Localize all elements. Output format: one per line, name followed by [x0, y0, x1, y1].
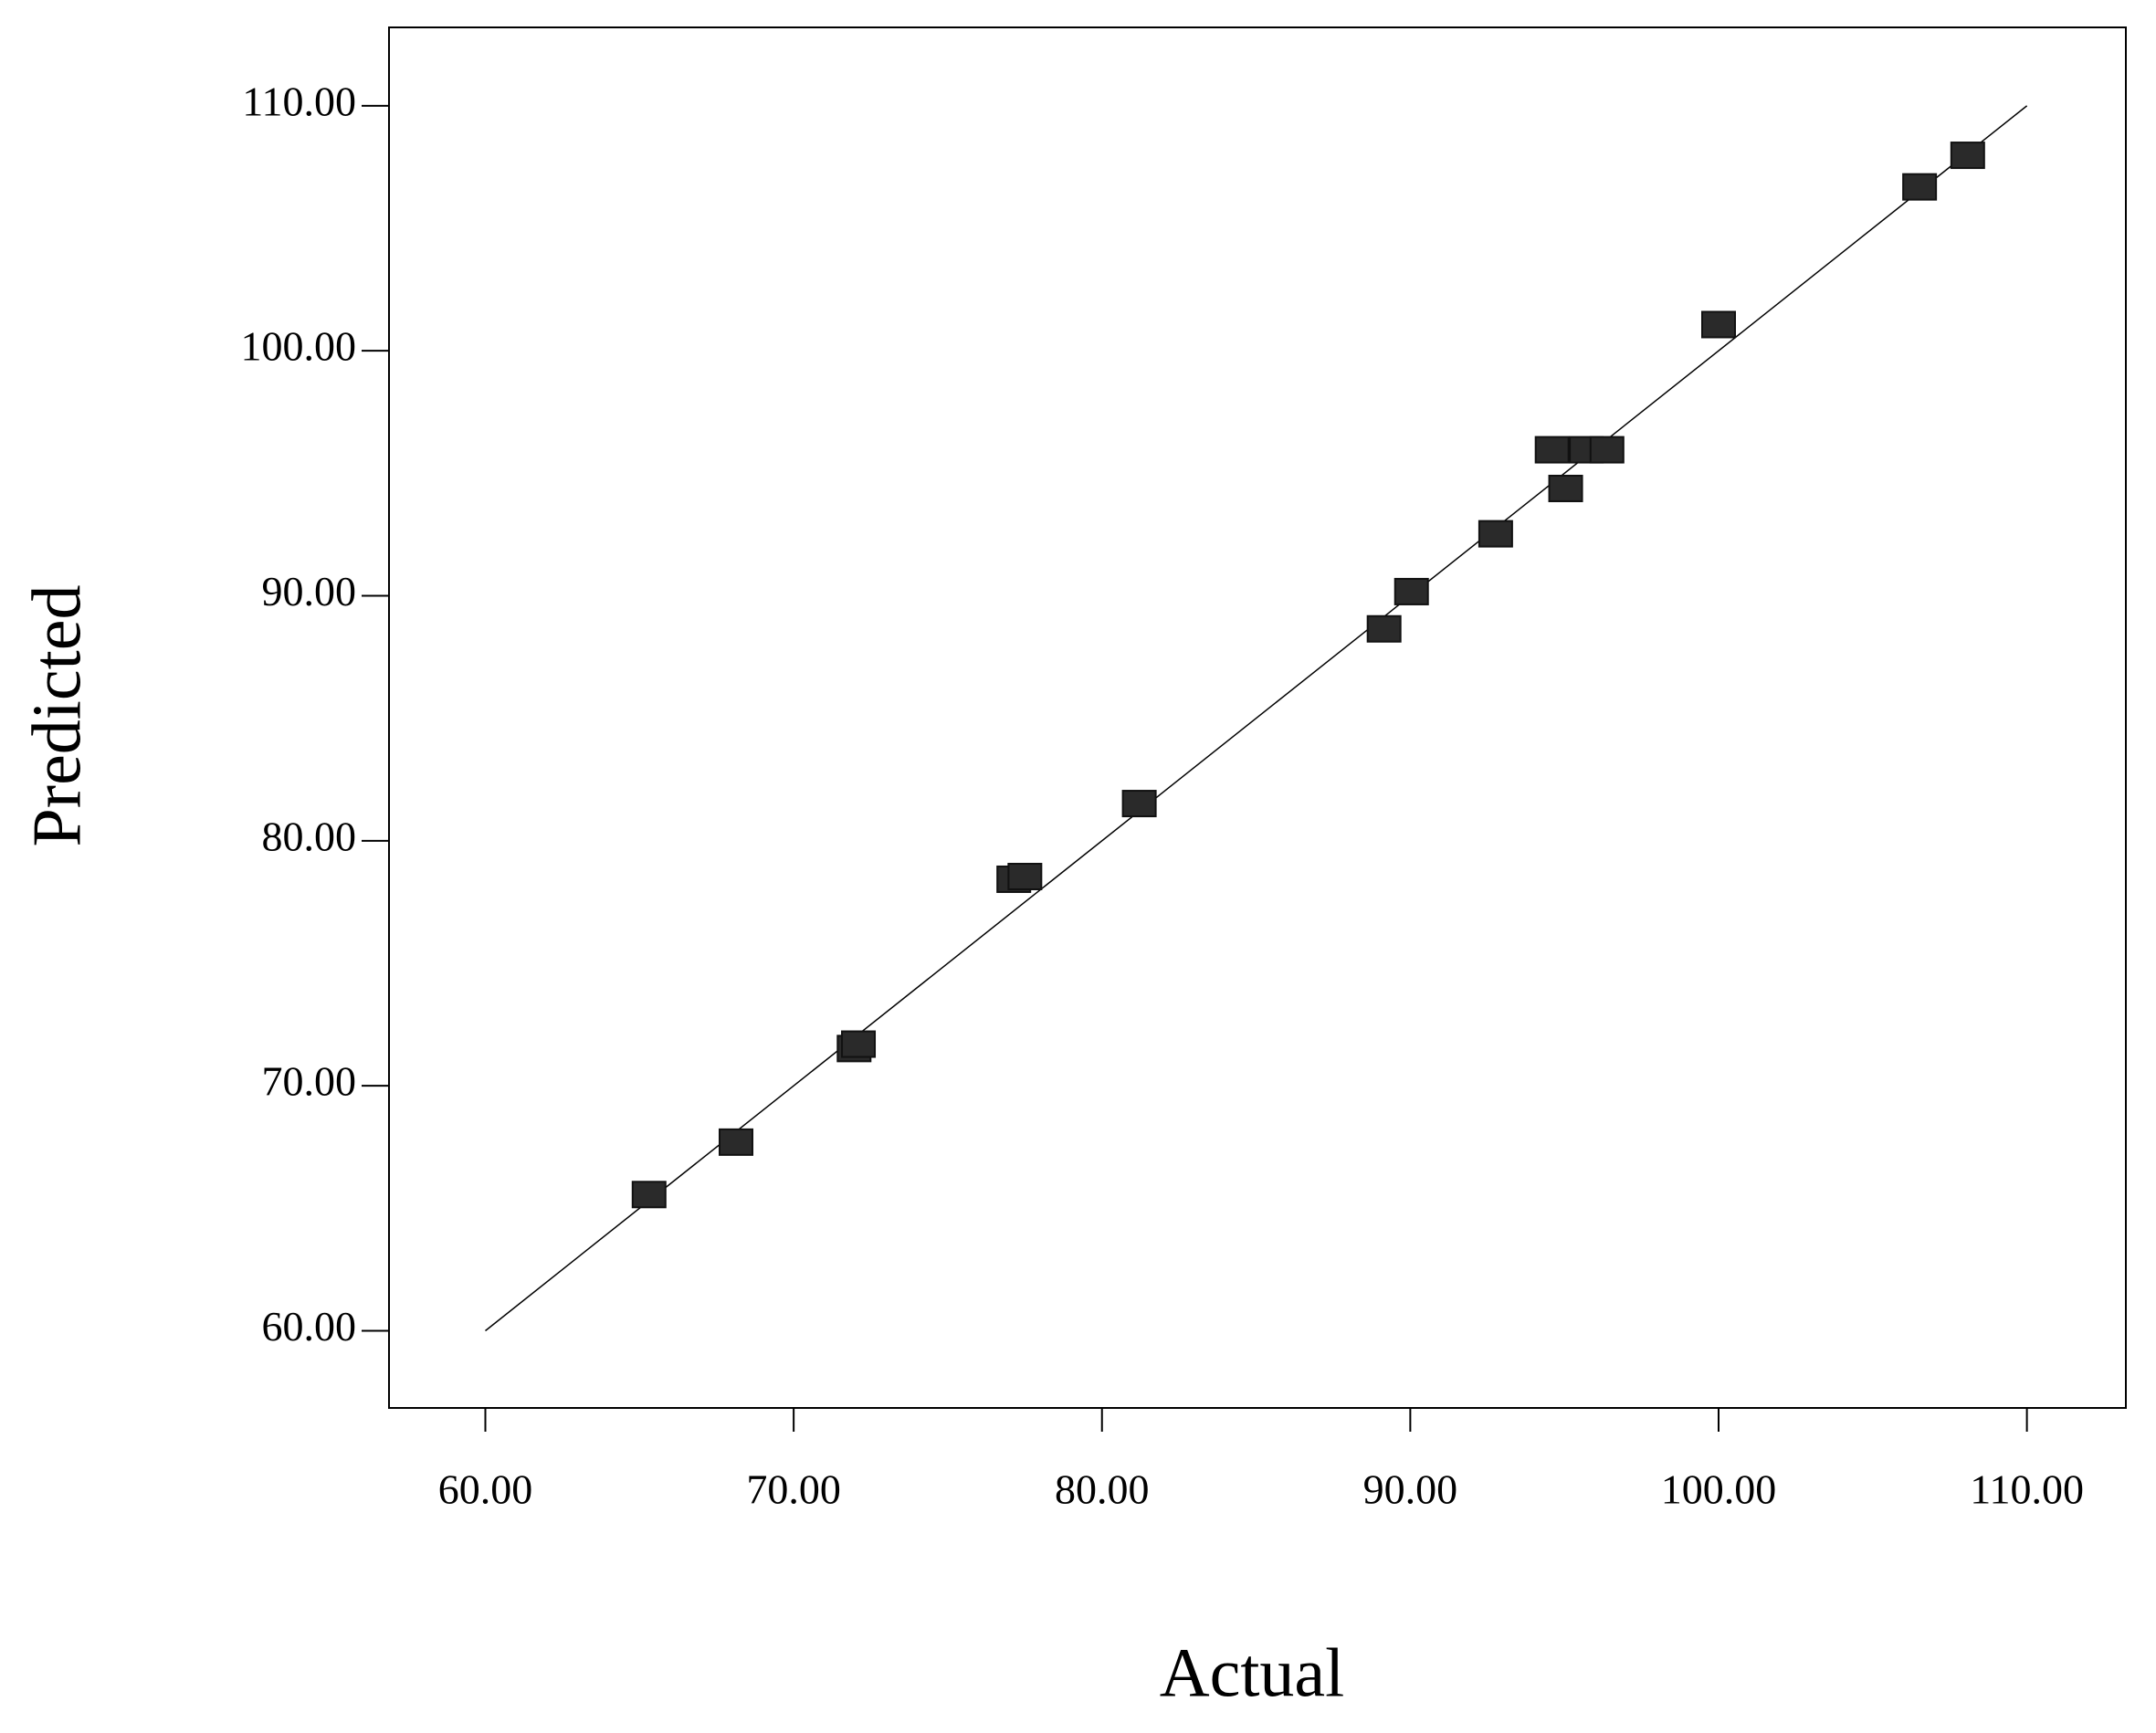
x-axis-title: Actual	[1160, 1634, 1345, 1711]
x-tick-label: 90.00	[1363, 1466, 1458, 1513]
point	[1121, 790, 1157, 818]
point	[718, 1128, 753, 1156]
y-tick-label: 80.00	[262, 813, 357, 859]
plot-frame	[388, 26, 2127, 1409]
x-tick-label: 110.00	[1970, 1466, 2084, 1513]
x-tick-label: 100.00	[1661, 1466, 1777, 1513]
x-tick-label: 60.00	[438, 1466, 533, 1513]
y-tick-label: 100.00	[241, 323, 357, 370]
y-tick-label: 60.00	[262, 1303, 357, 1350]
point	[1902, 173, 1938, 201]
y-tick-label: 110.00	[242, 78, 356, 124]
point	[1478, 520, 1513, 548]
x-tick-label: 70.00	[746, 1466, 841, 1513]
point	[1548, 474, 1583, 502]
y-tick-label: 90.00	[262, 568, 357, 614]
point	[1394, 577, 1429, 605]
point	[1700, 310, 1736, 339]
point	[1366, 614, 1402, 643]
point	[1007, 863, 1043, 891]
x-tick-label: 80.00	[1055, 1466, 1150, 1513]
reference-line	[485, 105, 2028, 1332]
point	[1589, 436, 1625, 464]
y-axis-title: Predicted	[18, 584, 95, 846]
y-tick-label: 70.00	[262, 1058, 357, 1105]
point	[631, 1181, 667, 1209]
point	[1950, 142, 1985, 170]
point	[841, 1030, 877, 1058]
point	[1534, 436, 1570, 464]
